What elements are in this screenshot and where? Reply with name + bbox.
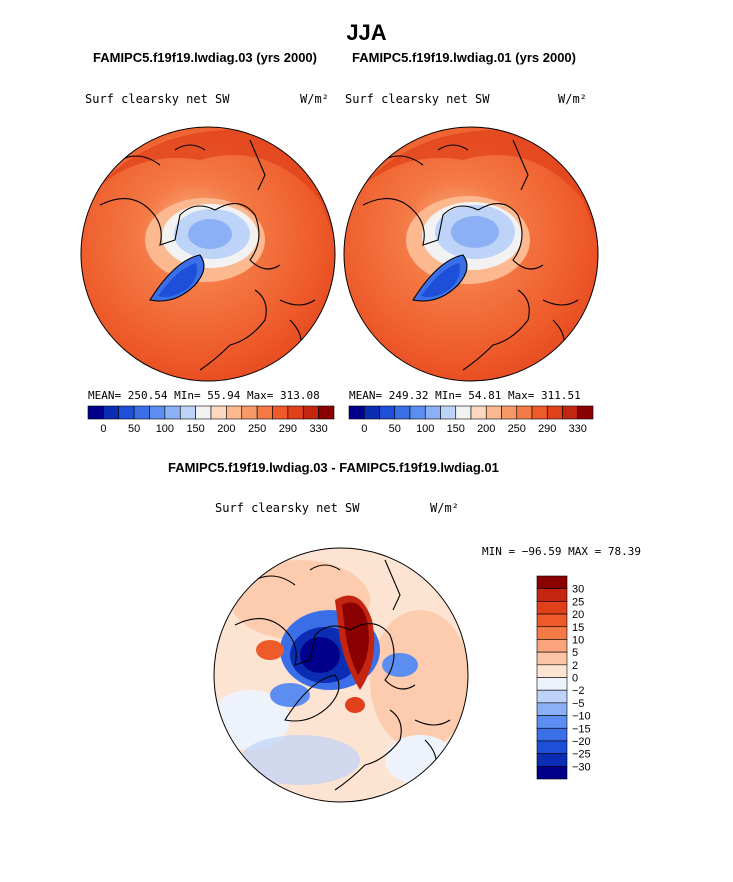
case2-colorbar-tick-label: 150 <box>447 423 465 435</box>
case2-colorbar-swatch <box>363 405 380 420</box>
case1-colorbar-tick-label: 200 <box>217 423 235 435</box>
case2-colorbar-swatch <box>485 405 502 420</box>
case2-colorbar-tick-label: 290 <box>538 423 556 435</box>
case2-colorbar-swatch <box>394 405 411 420</box>
case2-colorbar-tick-label: 50 <box>389 423 401 435</box>
case1-colorbar-swatch <box>87 405 104 420</box>
case1-colorbar-swatch <box>226 405 243 420</box>
case1-colorbar-swatch <box>272 405 289 420</box>
case2-colorbar-swatch <box>348 405 365 420</box>
diff-polar-map <box>213 547 469 803</box>
case2-colorbar-swatch <box>562 405 579 420</box>
case1-colorbar-swatch <box>195 405 212 420</box>
case2-colorbar-swatch <box>379 405 396 420</box>
case1-colorbar-swatch <box>149 405 166 420</box>
case2-units-label: W/m² <box>558 92 587 106</box>
case2-title: FAMIPC5.f19f19.lwdiag.01 (yrs 2000) <box>352 50 576 65</box>
diff-colorbar-swatch <box>536 715 568 729</box>
case1-colorbar-swatch <box>210 405 227 420</box>
diff-colorbar-tick-label: 20 <box>572 609 584 621</box>
case2-colorbar-tick-label: 0 <box>361 423 367 435</box>
case2-colorbar-swatch <box>531 405 548 420</box>
diff-colorbar-swatch <box>536 575 568 589</box>
case1-colorbar-swatch <box>302 405 319 420</box>
diff-colorbar-swatch <box>536 626 568 640</box>
case1-colorbar-tick-label: 330 <box>309 423 327 435</box>
case1-colorbar-tick-label: 290 <box>279 423 297 435</box>
diff-colorbar-swatch <box>536 766 568 780</box>
diff-colorbar-tick-label: 25 <box>572 596 584 608</box>
diff-colorbar-tick-label: −25 <box>572 749 591 761</box>
case2-variable-label: Surf clearsky net SW <box>345 92 490 106</box>
case2-colorbar-swatch <box>546 405 563 420</box>
diff-colorbar-swatch <box>536 689 568 704</box>
diff-colorbar-swatch <box>536 639 568 653</box>
diff-colorbar-swatch <box>536 613 568 628</box>
diff-colorbar-swatch <box>536 677 568 691</box>
case1-colorbar-swatch <box>164 405 181 420</box>
diff-colorbar-swatch <box>536 740 568 754</box>
diff-colorbar-tick-label: 30 <box>572 584 584 596</box>
case1-colorbar-swatch <box>103 405 120 420</box>
case1-title: FAMIPC5.f19f19.lwdiag.03 (yrs 2000) <box>93 50 317 65</box>
case1-colorbar-swatch <box>256 405 273 420</box>
diff-colorbar-swatch <box>536 601 568 615</box>
diff-stats: MIN = −96.59 MAX = 78.39 <box>482 545 641 558</box>
diff-colorbar-tick-label: 0 <box>572 673 578 685</box>
case2-stats: MEAN= 249.32 MIn= 54.81 Max= 311.51 <box>349 389 581 402</box>
diff-colorbar-tick-label: −30 <box>572 761 591 773</box>
diff-colorbar-swatch <box>536 651 568 666</box>
diff-variable-label: Surf clearsky net SW <box>215 501 360 515</box>
case2-colorbar: 0 50 100 150 200 250 290 330 <box>348 405 594 435</box>
case2-colorbar-swatch <box>470 405 487 420</box>
case1-units-label: W/m² <box>300 92 329 106</box>
case1-colorbar-swatch <box>133 405 150 420</box>
diff-colorbar-tick-label: 5 <box>572 647 578 659</box>
diff-colorbar-swatch <box>536 588 568 602</box>
case2-colorbar-swatch <box>440 405 457 420</box>
diff-colorbar-tick-label: −10 <box>572 711 591 723</box>
case2-colorbar-swatch <box>577 405 594 420</box>
case1-colorbar-tick-label: 50 <box>128 423 140 435</box>
diff-colorbar-tick-label: −2 <box>572 685 585 697</box>
case2-colorbar-swatch <box>516 405 533 420</box>
case2-colorbar-tick-label: 100 <box>416 423 434 435</box>
diff-title: FAMIPC5.f19f19.lwdiag.03 - FAMIPC5.f19f1… <box>168 460 499 475</box>
case2-colorbar-tick-label: 250 <box>508 423 526 435</box>
case1-colorbar-swatch <box>179 405 196 420</box>
case2-colorbar-swatch <box>501 405 518 420</box>
case1-colorbar-swatch <box>318 405 335 420</box>
case1-colorbar-swatch <box>118 405 135 420</box>
case1-colorbar-tick-label: 150 <box>186 423 204 435</box>
diff-colorbar-tick-label: −15 <box>572 723 591 735</box>
case2-polar-map <box>343 126 599 382</box>
diff-colorbar-tick-label: −5 <box>572 698 585 710</box>
diff-colorbar-tick-label: 15 <box>572 622 584 634</box>
case1-stats: MEAN= 250.54 MIn= 55.94 Max= 313.08 <box>88 389 320 402</box>
diff-colorbar-tick-label: −20 <box>572 736 591 748</box>
diff-colorbar-swatch <box>536 702 568 716</box>
case1-colorbar-tick-label: 100 <box>156 423 174 435</box>
case1-colorbar-tick-label: 250 <box>248 423 266 435</box>
diff-units-label: W/m² <box>430 501 459 515</box>
case1-polar-map <box>80 126 336 382</box>
diff-colorbar-swatch <box>536 664 568 678</box>
diff-colorbar-swatch <box>536 753 568 767</box>
case1-colorbar-swatch <box>241 405 258 420</box>
case1-variable-label: Surf clearsky net SW <box>85 92 230 106</box>
diff-colorbar-tick-label: 2 <box>572 660 578 672</box>
case1-colorbar-swatch <box>287 405 304 420</box>
case1-colorbar-tick-label: 0 <box>100 423 106 435</box>
figure-title: JJA <box>346 20 387 45</box>
case2-colorbar-tick-label: 330 <box>569 423 587 435</box>
case2-colorbar-swatch <box>409 405 426 420</box>
case1-colorbar: 0 50 100 150 200 250 290 330 <box>87 405 335 435</box>
case2-colorbar-swatch <box>424 405 441 420</box>
case2-colorbar-swatch <box>455 405 472 420</box>
diff-colorbar-swatch <box>536 727 568 742</box>
case2-colorbar-tick-label: 200 <box>477 423 495 435</box>
diff-colorbar-tick-label: 10 <box>572 634 584 646</box>
